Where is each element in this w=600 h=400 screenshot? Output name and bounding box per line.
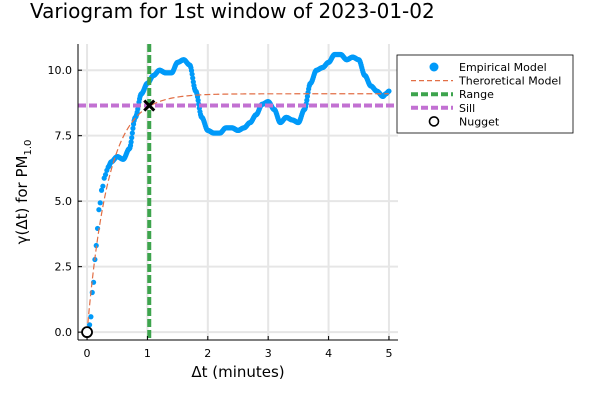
- plot-background: [78, 44, 398, 340]
- legend-entry-nugget_edge: Nugget: [428, 115, 500, 128]
- empirical-point: [88, 314, 94, 320]
- range-marker-x: [143, 99, 156, 112]
- empirical-point: [189, 71, 195, 77]
- legend-entry-range: Range: [411, 88, 494, 101]
- empirical-point: [102, 172, 109, 178]
- empirical-point: [98, 187, 105, 193]
- legend-label: Sill: [459, 102, 475, 115]
- tick-labels: 0 1 2 3 4 5 0.0 2.5 5.0 7.5 10.0: [48, 64, 393, 360]
- chart-title: Variogram for 1st window of 2023-01-02: [30, 0, 435, 23]
- x-tick-label: 3: [265, 347, 272, 360]
- y-tick-label: 2.5: [55, 261, 73, 274]
- legend-label: Nugget: [459, 115, 500, 128]
- nugget-marker: [81, 326, 93, 339]
- range-marker-stroke: [143, 99, 156, 112]
- legend-label: Theroretical Model: [458, 75, 561, 88]
- x-tick-label: 2: [204, 347, 211, 360]
- y-axis-label-subscript: 1.0: [23, 140, 34, 156]
- x-axis-label: Δt (minutes): [191, 363, 284, 381]
- y-tick-label: 10.0: [48, 64, 73, 77]
- axes: [77, 44, 398, 341]
- empirical-point: [130, 125, 136, 132]
- empirical-point: [304, 97, 310, 103]
- empirical-point: [97, 200, 103, 206]
- y-axis-label: γ(Δt) for PM1.0: [13, 140, 34, 245]
- x-tick-label: 0: [84, 347, 91, 360]
- legend-label: Empirical Model: [459, 61, 547, 74]
- x-tick-label: 4: [325, 347, 332, 360]
- y-axis-label-main: γ(Δt) for PM: [13, 156, 31, 245]
- empirical-point: [129, 135, 135, 141]
- empirical-point: [129, 130, 135, 136]
- plot-area: 0 1 2 3 4 5 0.0 2.5 5.0 7.5 10.0: [48, 44, 398, 360]
- legend-entry-sill: Sill: [411, 102, 475, 115]
- empirical-point: [304, 93, 311, 99]
- empirical-point: [93, 242, 99, 249]
- x-tick-label: 5: [385, 347, 392, 360]
- y-tick-label: 5.0: [55, 195, 73, 208]
- empirical-point: [100, 183, 106, 189]
- x-tick-label: 1: [144, 347, 151, 360]
- empirical-point: [96, 207, 102, 213]
- y-tick-label: 7.5: [55, 130, 73, 143]
- y-tick-label: 0.0: [55, 326, 73, 339]
- data-series: [78, 44, 398, 340]
- legend-swatch-ring: [428, 116, 440, 127]
- empirical-point: [190, 75, 196, 81]
- empirical-point: [86, 322, 93, 328]
- empirical-point: [195, 97, 201, 103]
- legend-entry-empirical: Empirical Model: [429, 61, 547, 74]
- legend-label: Range: [459, 88, 494, 101]
- empirical-point: [386, 88, 392, 94]
- legend-entry-theoretical: Theroretical Model: [411, 75, 561, 88]
- empirical-point: [128, 139, 134, 145]
- legend-swatch-dot: [429, 62, 439, 72]
